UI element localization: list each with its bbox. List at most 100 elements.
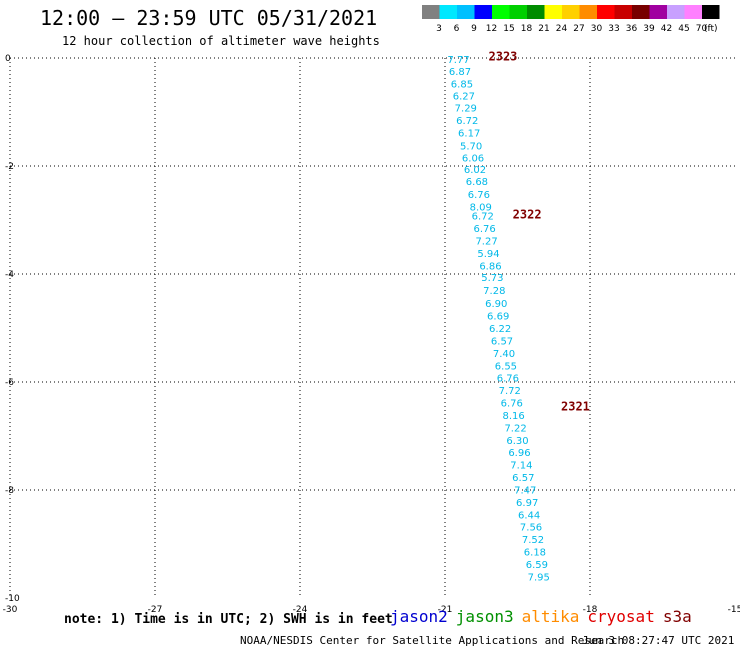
footer-note: note: 1) Time is in UTC; 2) SWH is in fe… <box>64 612 393 627</box>
legend-swatch <box>474 5 492 19</box>
wave-height-value: 6.22 <box>489 324 511 335</box>
wave-height-value: 6.86 <box>479 261 501 272</box>
wave-height-value: 6.44 <box>518 510 540 521</box>
wave-height-value: 7.28 <box>483 286 505 297</box>
pass-time-label: 2322 <box>513 208 542 222</box>
wave-height-value: 6.18 <box>524 548 546 559</box>
wave-height-value: 8.09 <box>470 203 492 214</box>
x-tick-label: -30 <box>3 605 18 615</box>
legend-unit: (ft) <box>704 24 718 34</box>
wave-height-value: 7.52 <box>522 535 544 546</box>
wave-height-value: 7.22 <box>504 423 526 434</box>
wave-height-value: 7.77 <box>447 55 469 66</box>
color-legend: 3 6 9 12 15 18 21 24 27 30 33 36 39 42 45 70(ft) <box>422 5 720 34</box>
y-tick-label: -2 <box>5 162 14 172</box>
wave-height-value: 6.76 <box>474 224 496 235</box>
wave-height-value: 6.85 <box>451 79 473 90</box>
legend-swatch <box>439 5 457 19</box>
legend-swatch <box>527 5 545 19</box>
wave-height-value: 7.47 <box>514 485 536 496</box>
wave-height-value: 6.76 <box>497 374 519 385</box>
legend-swatch <box>422 5 440 19</box>
x-tick-label: -24 <box>293 605 308 615</box>
page-subtitle: 12 hour collection of altimeter wave hei… <box>62 34 380 48</box>
legend-label: 39 <box>643 24 655 34</box>
wave-height-value: 7.40 <box>493 349 515 360</box>
wave-height-value: 6.59 <box>526 560 548 571</box>
legend-swatch <box>667 5 685 19</box>
y-tick-label: -10 <box>5 594 20 604</box>
x-tick-label: -21 <box>438 605 453 615</box>
y-tick-label: 0 <box>5 54 11 64</box>
pass-time-label: 2323 <box>489 49 518 63</box>
x-tick-label: -15 <box>728 605 740 615</box>
wave-height-value: 7.29 <box>455 104 477 115</box>
legend-label: 6 <box>454 24 460 34</box>
legend-label: 70 <box>696 24 708 34</box>
legend-label: 3 <box>436 24 442 34</box>
wave-height-value: 6.76 <box>501 399 523 410</box>
legend-label: 18 <box>521 24 533 34</box>
page-title: 12:00 – 23:59 UTC 05/31/2021 <box>40 6 378 30</box>
legend-swatch <box>649 5 667 19</box>
wave-height-value: 6.02 <box>464 165 486 176</box>
legend-swatch <box>492 5 510 19</box>
legend-swatch <box>597 5 615 19</box>
wave-height-value: 6.17 <box>458 129 480 140</box>
legend-label: 33 <box>608 24 619 34</box>
wave-height-value: 7.27 <box>475 237 497 248</box>
legend-swatch <box>684 5 702 19</box>
legend-label: 21 <box>538 24 549 34</box>
legend-label: 24 <box>556 24 568 34</box>
wave-height-value: 6.57 <box>512 473 534 484</box>
legend-swatch <box>509 5 527 19</box>
wave-height-value: 7.56 <box>520 523 542 534</box>
satellite-altika: altika <box>521 607 580 626</box>
wave-height-value: 6.68 <box>466 177 488 188</box>
x-tick-label: -27 <box>148 605 163 615</box>
wave-height-value: 5.70 <box>460 141 482 152</box>
legend-swatch <box>614 5 632 19</box>
satellite-jason3: jason3 <box>455 607 514 626</box>
wave-height-value: 6.72 <box>456 116 478 127</box>
wave-height-value: 6.97 <box>516 498 538 509</box>
wave-height-value: 6.06 <box>462 153 484 164</box>
legend-swatch <box>562 5 580 19</box>
legend-swatch <box>544 5 562 19</box>
legend-swatch <box>457 5 475 19</box>
legend-label: 12 <box>486 24 497 34</box>
legend-label: 9 <box>471 24 477 34</box>
legend-label: 30 <box>591 24 603 34</box>
wave-height-value: 7.95 <box>528 572 550 583</box>
legend-label: 36 <box>626 24 638 34</box>
pass-time-label: 2321 <box>561 399 590 413</box>
legend-label: 42 <box>661 24 672 34</box>
generated-timestamp: Jun 3 08:27:47 UTC 2021 <box>582 634 735 647</box>
satellite-jason2: jason2 <box>390 607 448 626</box>
legend-swatch <box>702 5 720 19</box>
wave-height-value: 6.57 <box>491 336 513 347</box>
legend-swatch <box>632 5 650 19</box>
legend-label: 15 <box>503 24 514 34</box>
wave-height-value: 6.55 <box>495 361 517 372</box>
legend-label: 45 <box>678 24 689 34</box>
wave-height-value: 6.96 <box>508 448 530 459</box>
wave-height-value: 6.69 <box>487 312 509 323</box>
legend-swatch <box>579 5 597 19</box>
wave-height-value: 5.73 <box>481 273 503 284</box>
wave-height-value: 6.76 <box>468 190 490 201</box>
wave-height-value: 7.72 <box>499 386 521 397</box>
satellite-cryosat: cryosat <box>587 607 655 626</box>
wave-height-value: 5.94 <box>477 249 499 260</box>
credit-text: NOAA/NESDIS Center for Satellite Applica… <box>240 634 625 647</box>
wave-height-value: 7.14 <box>510 461 532 472</box>
x-tick-label: -18 <box>583 605 598 615</box>
wave-height-value: 8.16 <box>503 411 525 422</box>
wave-height-value: 6.72 <box>472 212 494 223</box>
wave-height-value: 6.30 <box>506 436 528 447</box>
legend-label: 27 <box>573 24 584 34</box>
satellite-s3a: s3a <box>662 607 692 626</box>
wave-height-value: 6.90 <box>485 299 507 310</box>
wave-height-value: 6.27 <box>453 91 475 102</box>
